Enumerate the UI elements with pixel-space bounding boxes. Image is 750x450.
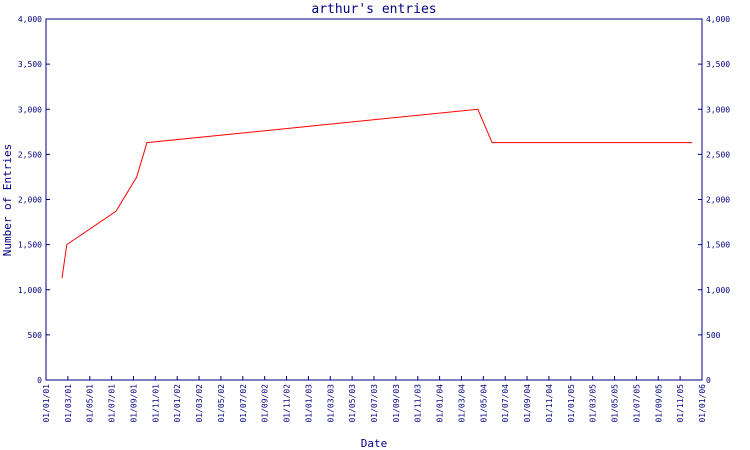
x-tick-label: 01/03/02 — [195, 384, 204, 423]
x-tick-label: 01/01/06 — [698, 384, 707, 423]
x-tick-label: 01/11/01 — [151, 384, 160, 423]
x-tick-label: 01/07/02 — [239, 384, 248, 423]
x-tick-label: 01/11/05 — [676, 384, 685, 423]
chart-title: arthur's entries — [311, 2, 436, 17]
x-tick-label: 01/07/05 — [632, 384, 641, 423]
x-tick-label: 01/05/04 — [479, 384, 488, 423]
y-tick-label: 500 — [28, 331, 43, 340]
x-axis-label: Date — [361, 437, 388, 450]
y-tick-label: 1,000 — [18, 286, 42, 295]
x-tick-label: 01/05/03 — [348, 384, 357, 423]
x-tick-label: 01/05/01 — [86, 384, 95, 423]
plot-frame — [45, 18, 703, 381]
x-tick-label: 01/03/03 — [326, 384, 335, 423]
x-tick-label: 01/09/01 — [129, 384, 138, 423]
x-tick-label: 01/03/01 — [64, 384, 73, 423]
y-tick-label: 3,500 — [18, 60, 42, 69]
x-tick-label: 01/07/03 — [370, 384, 379, 423]
y-tick-label: 1,500 — [18, 241, 42, 250]
x-tick-label: 01/03/05 — [589, 384, 598, 423]
x-tick-label: 01/07/04 — [501, 384, 510, 423]
x-tick-label: 01/07/01 — [108, 384, 117, 423]
y-tick-label: 4,000 — [18, 15, 42, 24]
x-tick-label: 01/11/04 — [545, 384, 554, 423]
y2-tick-label: 2,000 — [706, 196, 730, 205]
x-tick-label: 01/01/01 — [42, 384, 51, 423]
x-tick-label: 01/01/04 — [436, 384, 445, 423]
data-line — [61, 108, 693, 279]
y2-tick-label: 4,000 — [706, 15, 730, 24]
y2-tick-label: 1,500 — [706, 241, 730, 250]
y-tick-label: 2,000 — [18, 196, 42, 205]
x-tick-label: 01/09/02 — [261, 384, 270, 423]
y2-tick-label: 1,000 — [706, 286, 730, 295]
y-tick-label: 2,500 — [18, 150, 42, 159]
x-tick-label: 01/09/04 — [523, 384, 532, 423]
y-tick-label: 0 — [37, 376, 42, 385]
x-tick-label: 01/05/05 — [611, 384, 620, 423]
x-tick-label: 01/03/04 — [457, 384, 466, 423]
x-tick-label: 01/01/05 — [567, 384, 576, 423]
y2-tick-label: 3,500 — [706, 60, 730, 69]
y2-tick-label: 500 — [706, 331, 721, 340]
y2-tick-label: 2,500 — [706, 150, 730, 159]
x-tick-label: 01/11/02 — [283, 384, 292, 423]
y2-tick-label: 3,000 — [706, 105, 730, 114]
y-axis-label: Number of Entries — [1, 144, 14, 257]
x-tick-label: 01/01/02 — [173, 384, 182, 423]
x-tick-label: 01/09/05 — [654, 384, 663, 423]
x-tick-label: 01/05/02 — [217, 384, 226, 423]
x-tick-label: 01/01/03 — [304, 384, 313, 423]
y-tick-label: 3,000 — [18, 105, 42, 114]
y2-tick-label: 0 — [706, 376, 711, 385]
x-tick-label: 01/09/03 — [392, 384, 401, 423]
x-tick-label: 01/11/03 — [414, 384, 423, 423]
